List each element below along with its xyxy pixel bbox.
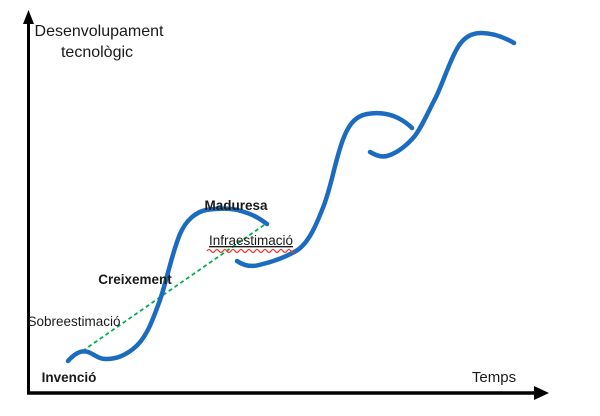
label-sobreestimacio: Sobreestimació: [27, 314, 120, 329]
x-axis-arrowhead-icon: [534, 386, 549, 400]
spellcheck-squiggle-underline: [206, 248, 296, 254]
label-creixement: Creixement: [98, 272, 172, 287]
y-axis-label-line2: tecnològic: [61, 44, 133, 61]
y-axis-label-line1: Desenvolupament: [35, 23, 165, 40]
y-axis-arrowhead-icon: [23, 10, 34, 24]
s-curve-2: [234, 110, 415, 269]
s-curve-1: [65, 206, 270, 364]
x-axis-label: Temps: [472, 369, 516, 386]
label-maduresa: Maduresa: [204, 198, 268, 213]
label-infraestimacio: Infraestimació: [209, 233, 293, 248]
trend-line-dashed: [70, 222, 268, 360]
s-curve-3: [367, 30, 517, 159]
label-invencio: Invenció: [42, 370, 97, 385]
